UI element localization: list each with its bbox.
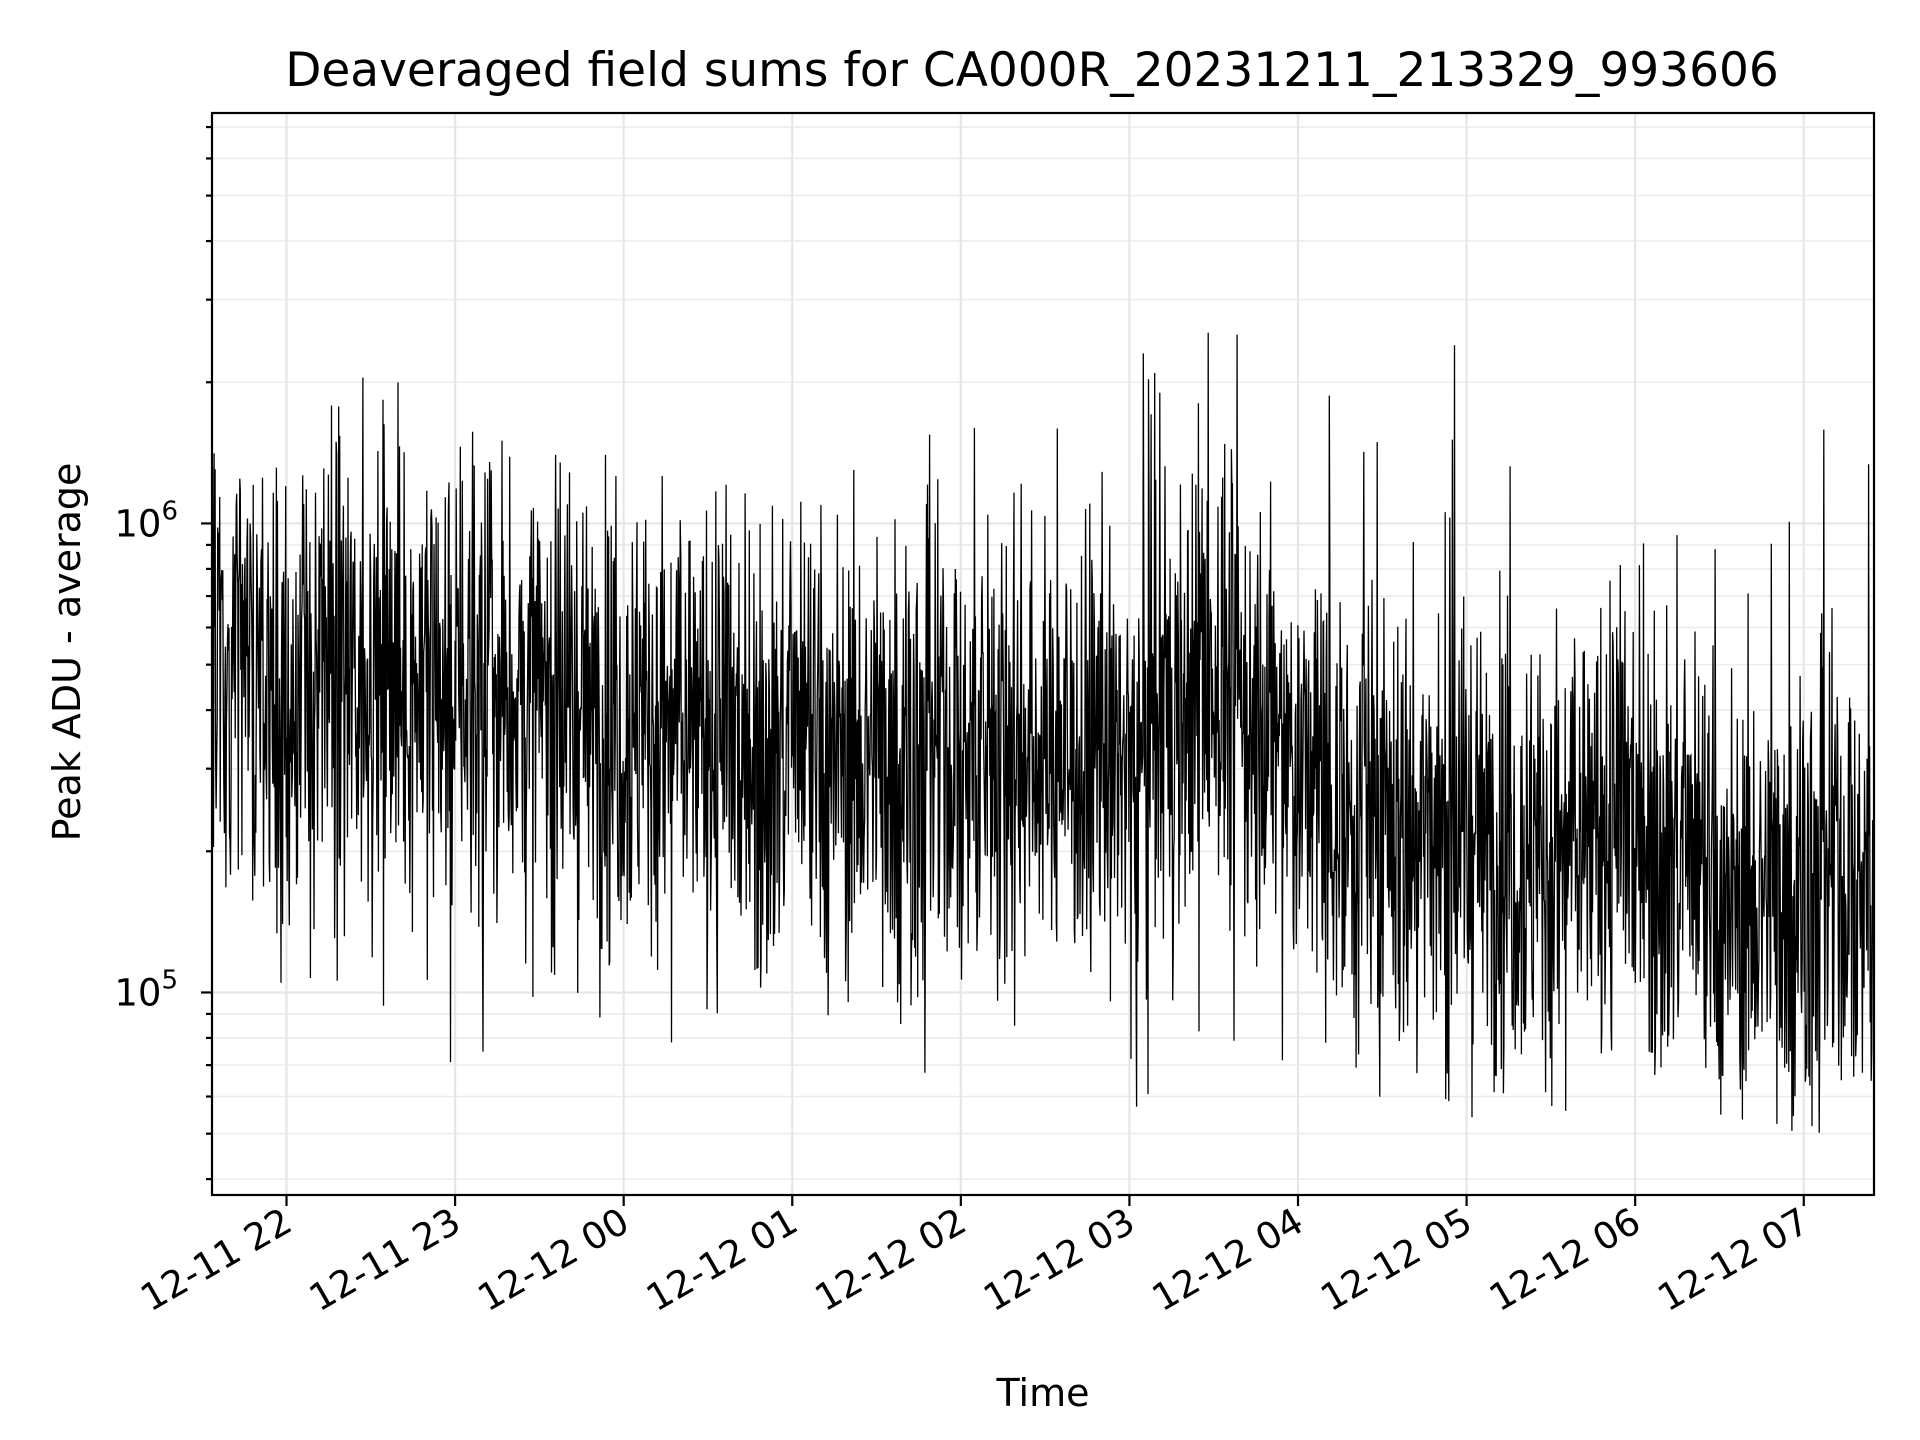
x-tick-label: 12-11 23	[302, 1200, 468, 1320]
x-tick-label: 12-11 22	[133, 1200, 299, 1320]
x-tick-label: 12-12 02	[808, 1200, 974, 1320]
x-axis: 12-11 22 12-11 23 12-12 00 12-12 01 12-12 02…	[133, 1195, 1816, 1320]
x-tick-label: 12-12 03	[976, 1200, 1142, 1320]
y-axis: 105 106	[114, 125, 212, 1181]
x-tick-label: 12-12 04	[1145, 1200, 1311, 1320]
x-tick-label: 12-12 01	[639, 1200, 805, 1320]
chart-title: Deaveraged field sums for CA000R_2023121…	[285, 43, 1779, 98]
plot-frame	[210, 111, 1876, 1197]
data-series-line	[211, 332, 1875, 1133]
y-axis-label: Peak ADU - average	[45, 463, 89, 842]
y-tick-label: 106	[114, 496, 178, 545]
x-tick-label: 12-12 05	[1314, 1200, 1480, 1320]
x-tick-label: 12-12 07	[1651, 1200, 1817, 1320]
x-tick-label: 12-12 06	[1482, 1200, 1648, 1320]
x-axis-label: Time	[996, 1371, 1090, 1415]
x-tick-label: 12-12 00	[471, 1200, 637, 1320]
plot-area	[211, 332, 1875, 1133]
y-tick-label: 105	[114, 965, 178, 1014]
